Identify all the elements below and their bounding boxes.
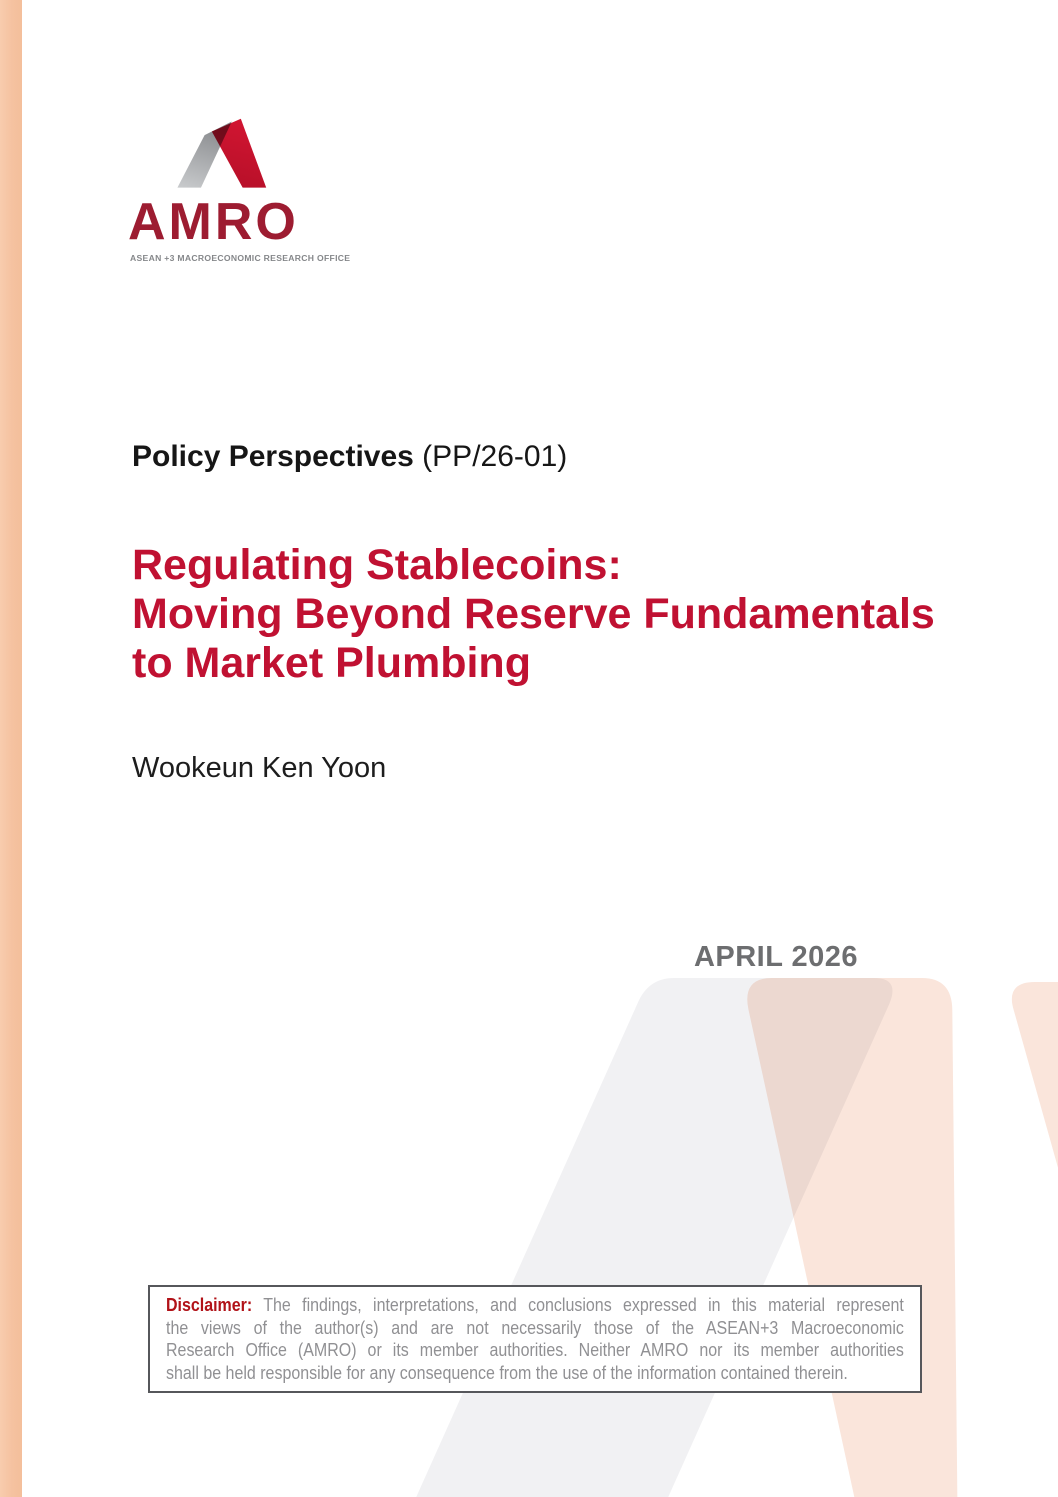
left-accent-stripe (0, 0, 22, 1497)
disclaimer-label: Disclaimer: (166, 1294, 253, 1315)
publication-date: APRIL 2026 (693, 941, 858, 973)
title-line: Regulating Stablecoins: (132, 541, 622, 589)
title-line: to Market Plumbing (132, 639, 531, 687)
paper-title: Regulating Stablecoins: Moving Beyond Res… (132, 541, 935, 688)
series-code: (PP/26-01) (413, 440, 568, 473)
disclaimer-line: Research Office (AMRO) or its member aut… (166, 1339, 904, 1360)
disclaimer-box: Disclaimer: The findings, interpretation… (148, 1285, 922, 1393)
disclaimer-line: the views of the author(s) and are not n… (166, 1316, 904, 1338)
watermark-peach-leg (747, 978, 958, 1497)
amro-wordmark: AMRO (128, 193, 299, 251)
title-line: Moving Beyond Reserve Fundamentals (132, 590, 935, 638)
disclaimer-line1-text: The findings, interpretations, and concl… (252, 1294, 904, 1315)
disclaimer-lines: the views of the author(s) and are not n… (166, 1317, 904, 1385)
series-line: Policy Perspectives (PP/26-01) (132, 440, 567, 474)
disclaimer-line: shall be held responsible for any conseq… (166, 1361, 848, 1383)
author-name: Wookeun Ken Yoon (132, 752, 387, 784)
amro-tagline: ASEAN +3 MACROECONOMIC RESEARCH OFFICE (130, 253, 351, 263)
watermark-peach-corner (1011, 982, 1058, 1168)
amro-logo: AMRO ASEAN +3 MACROECONOMIC RESEARCH OFF… (128, 117, 350, 263)
disclaimer-text: Disclaimer: The findings, interpretation… (166, 1294, 904, 1384)
logo-red-leg (211, 118, 267, 188)
series-name: Policy Perspectives (132, 440, 414, 473)
disclaimer-line: Disclaimer: The findings, interpretation… (166, 1294, 904, 1317)
watermark-gray-leg (416, 978, 893, 1497)
amro-logo-mark (177, 118, 267, 188)
